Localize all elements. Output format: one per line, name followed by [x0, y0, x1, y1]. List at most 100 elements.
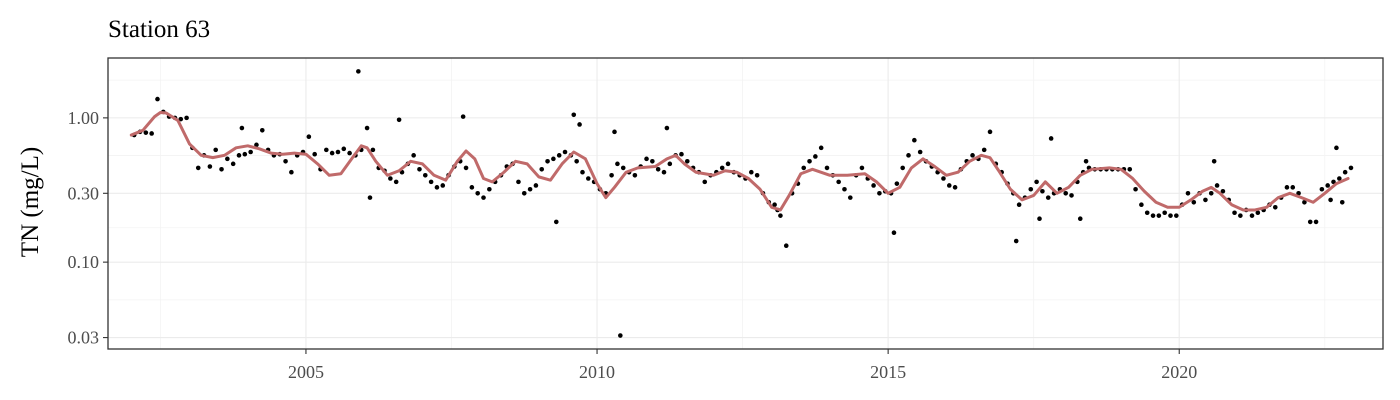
data-point	[428, 179, 434, 185]
data-point	[836, 179, 841, 185]
data-point	[1208, 191, 1214, 196]
grid-lines	[108, 58, 1383, 349]
data-point	[1077, 216, 1083, 222]
data-point	[545, 159, 550, 164]
data-point	[952, 185, 958, 190]
data-point	[987, 129, 993, 135]
x-tick-label: 2005	[288, 362, 324, 382]
data-point	[917, 149, 923, 155]
data-point	[312, 151, 317, 157]
data-point	[259, 128, 265, 133]
data-point	[370, 147, 376, 153]
data-point	[1013, 238, 1019, 244]
data-point	[778, 213, 783, 218]
data-point	[1211, 159, 1217, 164]
data-point	[612, 129, 617, 135]
data-point	[551, 156, 556, 162]
data-point	[463, 165, 469, 171]
data-point	[981, 147, 987, 153]
axes: 2005 2010 2015 2020 0.03 0.10 0.30 1.00	[68, 108, 1198, 382]
data-point	[195, 165, 201, 171]
data-point	[1337, 176, 1342, 181]
data-point	[894, 181, 900, 186]
data-point	[1162, 210, 1167, 216]
data-point	[1313, 219, 1319, 225]
data-point	[912, 137, 917, 143]
data-point	[1168, 213, 1173, 218]
data-point	[1328, 197, 1333, 203]
data-point	[1016, 202, 1022, 208]
data-point	[577, 122, 582, 127]
data-point	[1203, 197, 1208, 203]
data-point	[1150, 213, 1156, 218]
data-point	[1191, 199, 1197, 205]
data-point	[813, 154, 818, 159]
data-point	[719, 165, 725, 171]
data-point	[1284, 185, 1290, 190]
data-point	[225, 156, 230, 162]
data-point	[143, 130, 149, 135]
data-point	[521, 191, 527, 196]
data-point	[396, 117, 402, 123]
data-point	[807, 159, 812, 164]
data-point	[702, 179, 708, 185]
data-point	[1342, 169, 1348, 175]
data-point	[562, 149, 568, 155]
data-point	[1296, 191, 1301, 196]
data-marks	[129, 69, 1354, 338]
data-point	[946, 183, 952, 188]
data-point	[1048, 136, 1054, 141]
trend-line	[129, 110, 1350, 212]
data-point	[539, 167, 545, 172]
data-point	[533, 183, 539, 188]
data-point	[644, 156, 649, 162]
data-point	[1319, 186, 1325, 192]
data-point	[725, 161, 731, 167]
data-point	[1331, 179, 1336, 185]
data-point	[859, 165, 865, 171]
data-point	[1339, 199, 1345, 205]
data-point	[213, 147, 219, 153]
data-point	[871, 183, 876, 188]
data-point	[324, 147, 329, 153]
data-point	[906, 153, 911, 158]
data-point	[661, 169, 667, 175]
data-point	[1290, 185, 1296, 190]
data-point	[1139, 202, 1144, 208]
data-point	[149, 131, 154, 136]
data-point	[754, 172, 760, 178]
data-point	[347, 150, 352, 156]
data-point	[236, 153, 242, 158]
data-point	[356, 69, 361, 74]
data-point	[1302, 199, 1307, 205]
data-point	[749, 169, 754, 175]
data-point	[1325, 183, 1330, 188]
data-point	[1040, 188, 1045, 194]
data-point	[207, 164, 213, 169]
data-point	[283, 159, 288, 164]
data-point	[289, 169, 294, 175]
data-point	[842, 186, 847, 192]
data-point	[335, 149, 341, 155]
data-point	[618, 333, 623, 338]
data-point	[970, 153, 975, 158]
data-point	[609, 172, 614, 178]
data-point	[1034, 179, 1039, 185]
data-point	[527, 186, 533, 192]
data-point	[254, 142, 259, 148]
data-point	[393, 179, 399, 185]
data-point	[818, 145, 824, 151]
panel-border	[107, 57, 1384, 350]
data-point	[1133, 186, 1138, 192]
data-point	[1334, 145, 1339, 151]
data-point	[306, 134, 312, 140]
data-point	[632, 172, 638, 178]
y-tick-label: 0.03	[68, 328, 100, 348]
data-point	[242, 151, 248, 157]
data-point	[1220, 188, 1226, 194]
x-tick-label: 2010	[579, 362, 615, 382]
data-point	[460, 114, 466, 119]
data-point	[772, 202, 777, 208]
data-point	[367, 195, 373, 200]
